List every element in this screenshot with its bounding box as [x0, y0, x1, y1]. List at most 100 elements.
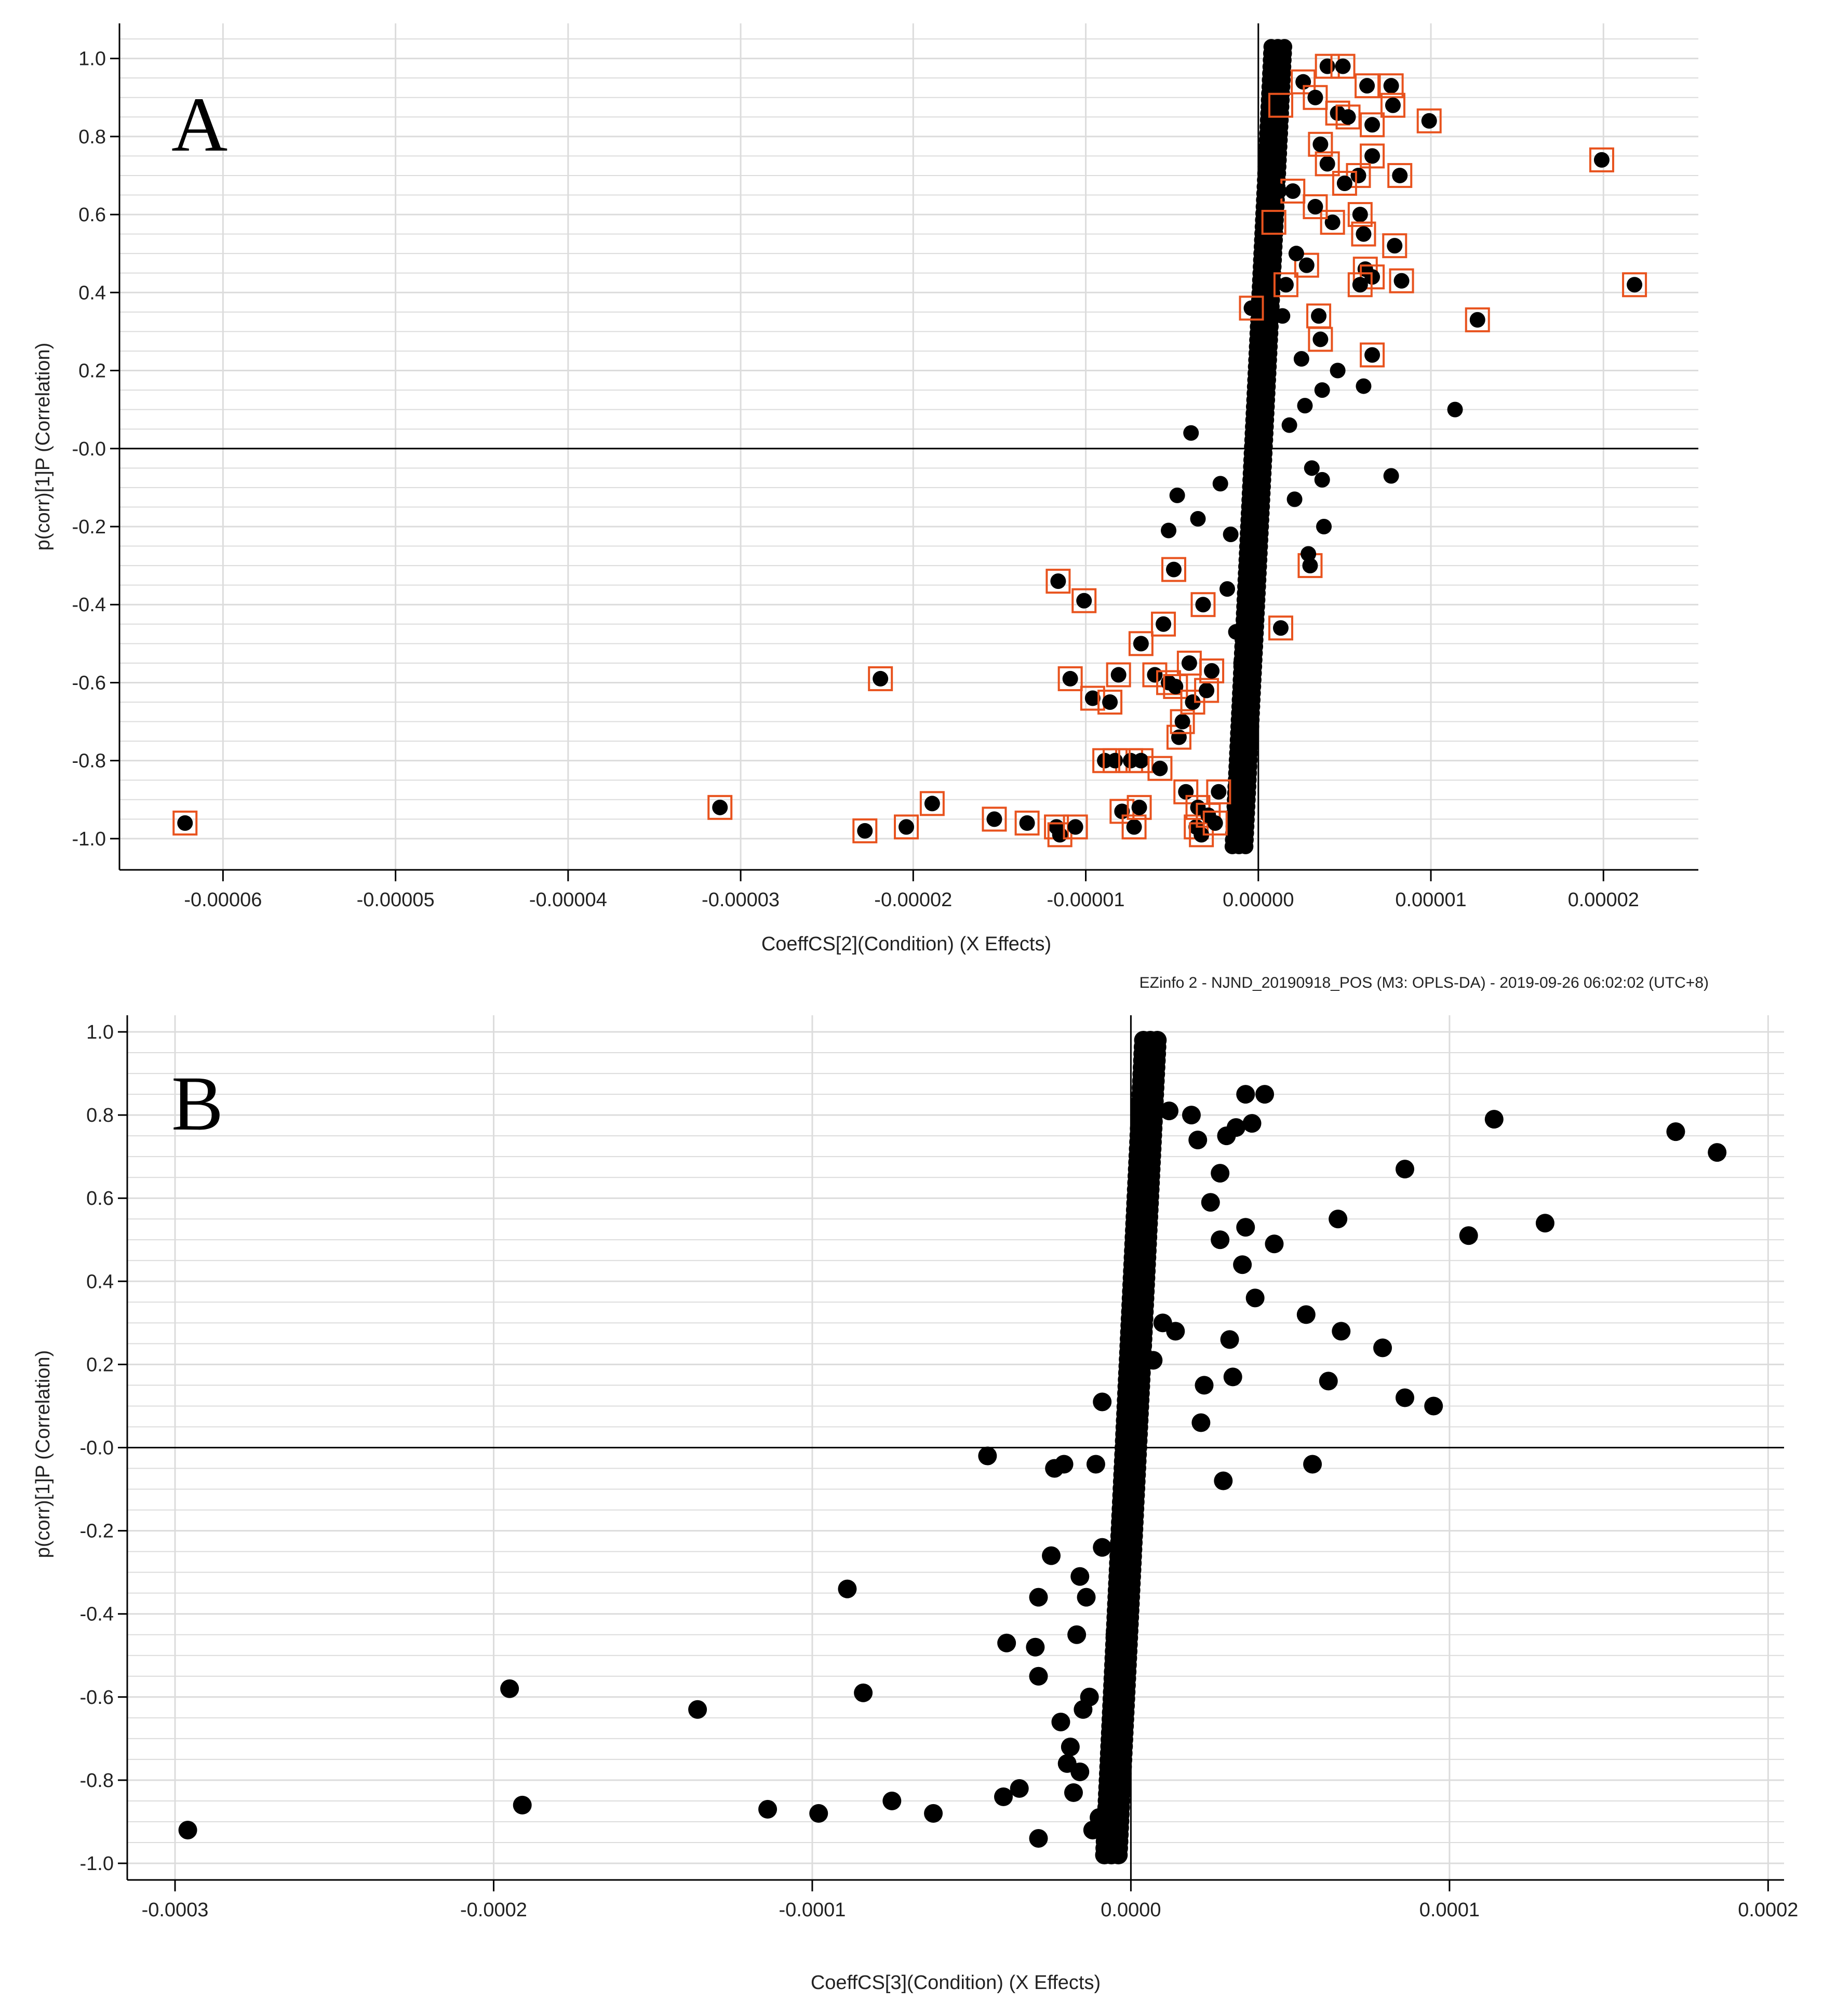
- data-point: [1281, 417, 1297, 433]
- data-point: [1395, 1160, 1414, 1179]
- data-point: [1314, 382, 1330, 398]
- selected-data-point: [1133, 752, 1149, 769]
- y-tick-label: -0.2: [80, 1521, 114, 1542]
- y-tick-label: 0.4: [78, 282, 106, 304]
- data-point: [1093, 1392, 1112, 1412]
- panel-letter-a: A: [171, 82, 227, 168]
- data-point: [1219, 581, 1235, 597]
- selection-box: [894, 814, 919, 840]
- y-tick-label: -0.4: [80, 1604, 114, 1625]
- y-tick-label: 0.8: [78, 126, 106, 148]
- selection-box: [1389, 268, 1414, 293]
- selection-box: [1194, 678, 1219, 703]
- selected-data-point: [1335, 58, 1351, 74]
- selected-data-point: [1152, 760, 1168, 776]
- y-axis-title-a: p(corr)[1]P (Correlation): [32, 343, 54, 551]
- data-point: [1447, 401, 1463, 418]
- data-point: [994, 1787, 1013, 1806]
- selection-box: [1206, 779, 1231, 804]
- selected-data-point: [1019, 815, 1035, 831]
- data-point: [1042, 1546, 1061, 1565]
- x-tick-label: 0.0001: [1419, 1899, 1480, 1921]
- selected-data-point: [1133, 636, 1149, 652]
- data-point: [1086, 1455, 1105, 1474]
- selected-data-point: [1469, 312, 1485, 328]
- data-point: [1191, 1413, 1211, 1432]
- selected-data-point: [1266, 214, 1282, 231]
- selection-box: [1308, 327, 1333, 352]
- x-tick-label: -0.0003: [142, 1899, 209, 1921]
- selected-data-point: [873, 670, 889, 687]
- y-tick-label: 0.6: [78, 204, 106, 226]
- selected-data-point: [1383, 78, 1399, 94]
- data-point: [1245, 1288, 1265, 1308]
- y-tick-label: -0.6: [80, 1687, 114, 1709]
- data-point: [1296, 1305, 1316, 1324]
- selection-box: [1382, 233, 1408, 259]
- data-point: [1304, 460, 1320, 476]
- data-point: [1297, 398, 1313, 414]
- selected-data-point: [1298, 257, 1315, 273]
- x-tick-label: -0.00001: [1047, 889, 1125, 911]
- x-tick-label: -0.00002: [874, 889, 952, 911]
- selection-box: [1351, 221, 1376, 247]
- data-point: [1054, 1455, 1074, 1474]
- data-point: [1293, 351, 1309, 367]
- selection-box: [1128, 631, 1154, 656]
- data-point: [1182, 1106, 1201, 1125]
- data-point: [1275, 308, 1291, 324]
- data-point: [1226, 1118, 1245, 1137]
- selected-data-point: [1312, 331, 1329, 347]
- selection-box: [1308, 131, 1333, 157]
- selection-box: [1261, 210, 1286, 235]
- x-tick-label: -0.00005: [357, 889, 435, 911]
- cluster-point: [1277, 39, 1293, 55]
- selected-data-point: [1285, 183, 1301, 199]
- selected-data-point: [1207, 815, 1223, 831]
- selected-data-point: [1052, 827, 1068, 843]
- x-axis-title-b: CoeffCS[3](Condition) (X Effects): [811, 1972, 1101, 1994]
- y-tick-label: -0.2: [72, 516, 106, 538]
- data-point: [1236, 1218, 1255, 1237]
- data-point: [1144, 1106, 1163, 1125]
- data-point: [1424, 1396, 1443, 1416]
- selected-data-point: [1211, 784, 1227, 800]
- x-tick-label: 0.00002: [1568, 889, 1639, 911]
- selected-data-point: [1364, 148, 1380, 164]
- data-point: [1160, 1101, 1179, 1121]
- data-point: [1233, 1255, 1252, 1274]
- selection-box: [1387, 163, 1413, 188]
- x-tick-label: 0.0000: [1101, 1899, 1161, 1921]
- data-point: [1666, 1122, 1685, 1141]
- selection-box: [1045, 569, 1071, 594]
- selected-data-point: [1312, 136, 1329, 152]
- selection-box: [1163, 674, 1188, 699]
- y-tick-label: 0.2: [86, 1354, 114, 1376]
- selection-box: [919, 791, 945, 816]
- selection-box: [1303, 194, 1328, 220]
- selected-data-point: [986, 811, 1002, 827]
- data-point: [1212, 476, 1228, 492]
- selection-box: [1128, 748, 1154, 773]
- selection-box: [1057, 666, 1083, 691]
- selected-data-point: [1110, 667, 1127, 683]
- selected-data-point: [1147, 667, 1163, 683]
- selection-box: [1347, 202, 1373, 227]
- selected-data-point: [1359, 78, 1375, 94]
- selection-box: [1622, 272, 1647, 298]
- cluster-point: [1263, 39, 1279, 55]
- data-point: [1303, 1455, 1322, 1474]
- selected-data-point: [1272, 620, 1289, 636]
- data-point: [513, 1795, 532, 1815]
- selected-data-point: [712, 799, 728, 815]
- scatter-plot-b: -0.0003 -0.0002 -0.0001 0.0000 0.0001 0.0002 1…: [32, 1015, 1798, 1994]
- selection-box: [1360, 112, 1385, 138]
- data-point: [854, 1683, 873, 1702]
- x-tick-label: -0.0002: [460, 1899, 527, 1921]
- data-point: [1314, 472, 1330, 488]
- selection-box: [868, 666, 893, 691]
- data-point: [1383, 468, 1399, 484]
- selected-data-point: [1319, 156, 1335, 172]
- data-point: [1067, 1625, 1087, 1644]
